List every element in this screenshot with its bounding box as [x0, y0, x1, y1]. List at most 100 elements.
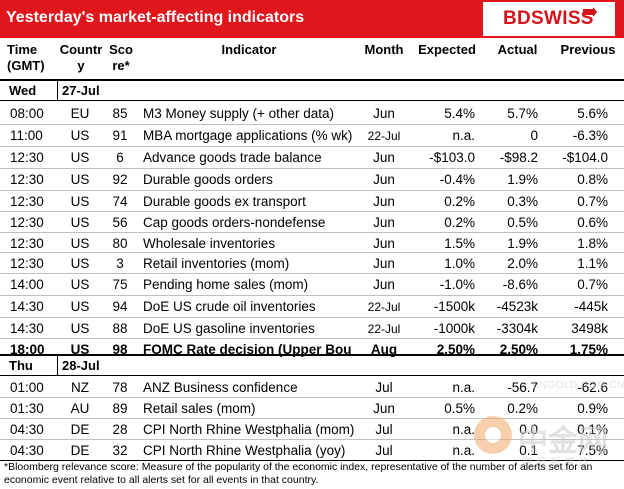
page-title: Yesterday's market-affecting indicators [6, 9, 305, 26]
footnote: *Bloomberg relevance score: Measure of t… [4, 461, 593, 486]
cell-actual: 0.1 [519, 443, 538, 458]
cell-indicator: Retail inventories (mom) [143, 256, 290, 271]
cell-previous: 3498k [571, 321, 608, 336]
cell-actual: -8.6% [502, 277, 538, 292]
cell-previous: -$104.0 [562, 150, 608, 165]
cell-time: 04:30 [10, 443, 44, 458]
cell-score: 85 [112, 106, 128, 121]
cell-score: 56 [112, 215, 128, 230]
cell-time: 12:30 [10, 150, 44, 165]
cell-time: 08:00 [10, 106, 44, 121]
cell-country: US [70, 194, 90, 209]
row-divider [0, 439, 624, 440]
table-bottom-border [0, 460, 624, 461]
cell-previous: 0.7% [577, 277, 608, 292]
table-row: 12:30 US 92 Durable goods orders Jun -0.4% 1.9… [0, 169, 624, 190]
col-indicator-header: Indicator [221, 42, 277, 57]
cell-previous: 0.6% [577, 215, 608, 230]
table-row: 12:30 US 56 Cap goods orders-nondefense Jun 0… [0, 212, 624, 233]
cell-month: Jun [373, 401, 395, 416]
cell-month: Jun [373, 106, 395, 121]
cell-expected: 0.2% [444, 215, 475, 230]
cell-indicator: Cap goods orders-nondefense [143, 215, 326, 230]
cell-time: 12:30 [10, 215, 44, 230]
cell-expected: n.a. [452, 380, 475, 395]
cell-previous: 0.9% [577, 401, 608, 416]
cell-country: US [70, 215, 90, 230]
cell-indicator: Durable goods ex transport [143, 194, 306, 209]
cell-time: 12:30 [10, 194, 44, 209]
cell-country: US [70, 172, 90, 187]
cell-country: US [70, 256, 90, 271]
cell-expected: -1500k [433, 299, 475, 314]
cell-actual: 5.7% [507, 106, 538, 121]
table-row: 04:30 DE 32 CPI North Rhine Westphalia (yoy… [0, 440, 624, 461]
col-actual-header: Actual [497, 42, 538, 57]
cell-score: 98 [112, 342, 128, 357]
cell-score: 92 [112, 172, 128, 187]
cell-previous: 0.7% [577, 194, 608, 209]
cell-actual: 1.9% [507, 236, 538, 251]
cell-indicator: Advance goods trade balance [143, 150, 322, 165]
cell-expected: 1.5% [444, 236, 475, 251]
cell-score: 94 [112, 299, 128, 314]
cell-actual: -4523k [496, 299, 538, 314]
cell-actual: 2.0% [507, 256, 538, 271]
col-month-header: Month [364, 42, 404, 57]
cell-time: 12:30 [10, 172, 44, 187]
cell-country: US [70, 277, 90, 292]
row-divider [0, 397, 624, 398]
row-divider [0, 124, 624, 125]
cell-month: Jun [373, 150, 395, 165]
cell-score: 88 [112, 321, 128, 336]
cell-actual: 0.5% [507, 215, 538, 230]
day-column-divider [57, 80, 58, 100]
cell-time: 12:30 [10, 256, 44, 271]
day-date-thu: 28-Jul [62, 358, 100, 373]
table-row: 04:30 DE 28 CPI North Rhine Westphalia (mom… [0, 419, 624, 440]
cell-score: 74 [112, 194, 128, 209]
cell-expected: -1.0% [439, 277, 475, 292]
row-divider [0, 273, 624, 274]
cell-country: US [70, 321, 90, 336]
cell-indicator: Retail sales (mom) [143, 401, 256, 416]
day-date-wed: 27-Jul [62, 83, 100, 98]
cell-expected: 0.2% [444, 194, 475, 209]
col-score-header: Sco re* [109, 42, 133, 73]
cell-expected: -$103.0 [429, 150, 475, 165]
table-row: 14:30 US 88 DoE US gasoline inventories 22-J… [0, 318, 624, 339]
table-row: 14:30 US 94 DoE US crude oil inventories 22-… [0, 296, 624, 317]
cell-indicator: FOMC Rate decision (Upper Bou [143, 342, 352, 357]
cell-month: Jun [373, 236, 395, 251]
table-row: 14:00 US 75 Pending home sales (mom) Jun -1.0… [0, 274, 624, 295]
cell-time: 14:00 [10, 277, 44, 292]
cell-month: Jul [375, 443, 393, 458]
day-divider-wed [0, 100, 624, 101]
cell-country: US [70, 236, 90, 251]
row-divider [0, 418, 624, 419]
table-row: 12:30 US 3 Retail inventories (mom) Jun 1.0% 2… [0, 253, 624, 274]
cell-month: 22-Jul [367, 322, 401, 336]
table-row: 18:00 US 98 FOMC Rate decision (Upper Bou Au… [0, 339, 624, 360]
row-divider [0, 317, 624, 318]
row-divider [0, 232, 624, 233]
cell-country: US [70, 128, 90, 143]
cell-previous: 1.8% [577, 236, 608, 251]
logo-chevron-icon [583, 7, 597, 17]
cell-country: US [70, 342, 90, 357]
cell-expected: -1000k [433, 321, 475, 336]
cell-time: 11:00 [10, 128, 43, 143]
cell-month: 22-Jul [367, 300, 401, 314]
cell-time: 04:30 [10, 422, 44, 437]
cell-actual: -56.7 [507, 380, 538, 395]
cell-month: Aug [370, 342, 398, 357]
table-row: 08:00 EU 85 M3 Money supply (+ other data) J… [0, 103, 624, 124]
cell-previous: -6.3% [572, 128, 608, 143]
cell-previous: 5.6% [577, 106, 608, 121]
cell-month: Jul [375, 422, 393, 437]
cell-previous: 1.75% [569, 342, 608, 357]
day-column-divider-thu [57, 355, 58, 375]
cell-indicator: MBA mortgage applications (% wk) [143, 128, 353, 143]
cell-indicator: DoE US gasoline inventories [143, 321, 315, 336]
col-expected-header: Expected [418, 42, 476, 57]
